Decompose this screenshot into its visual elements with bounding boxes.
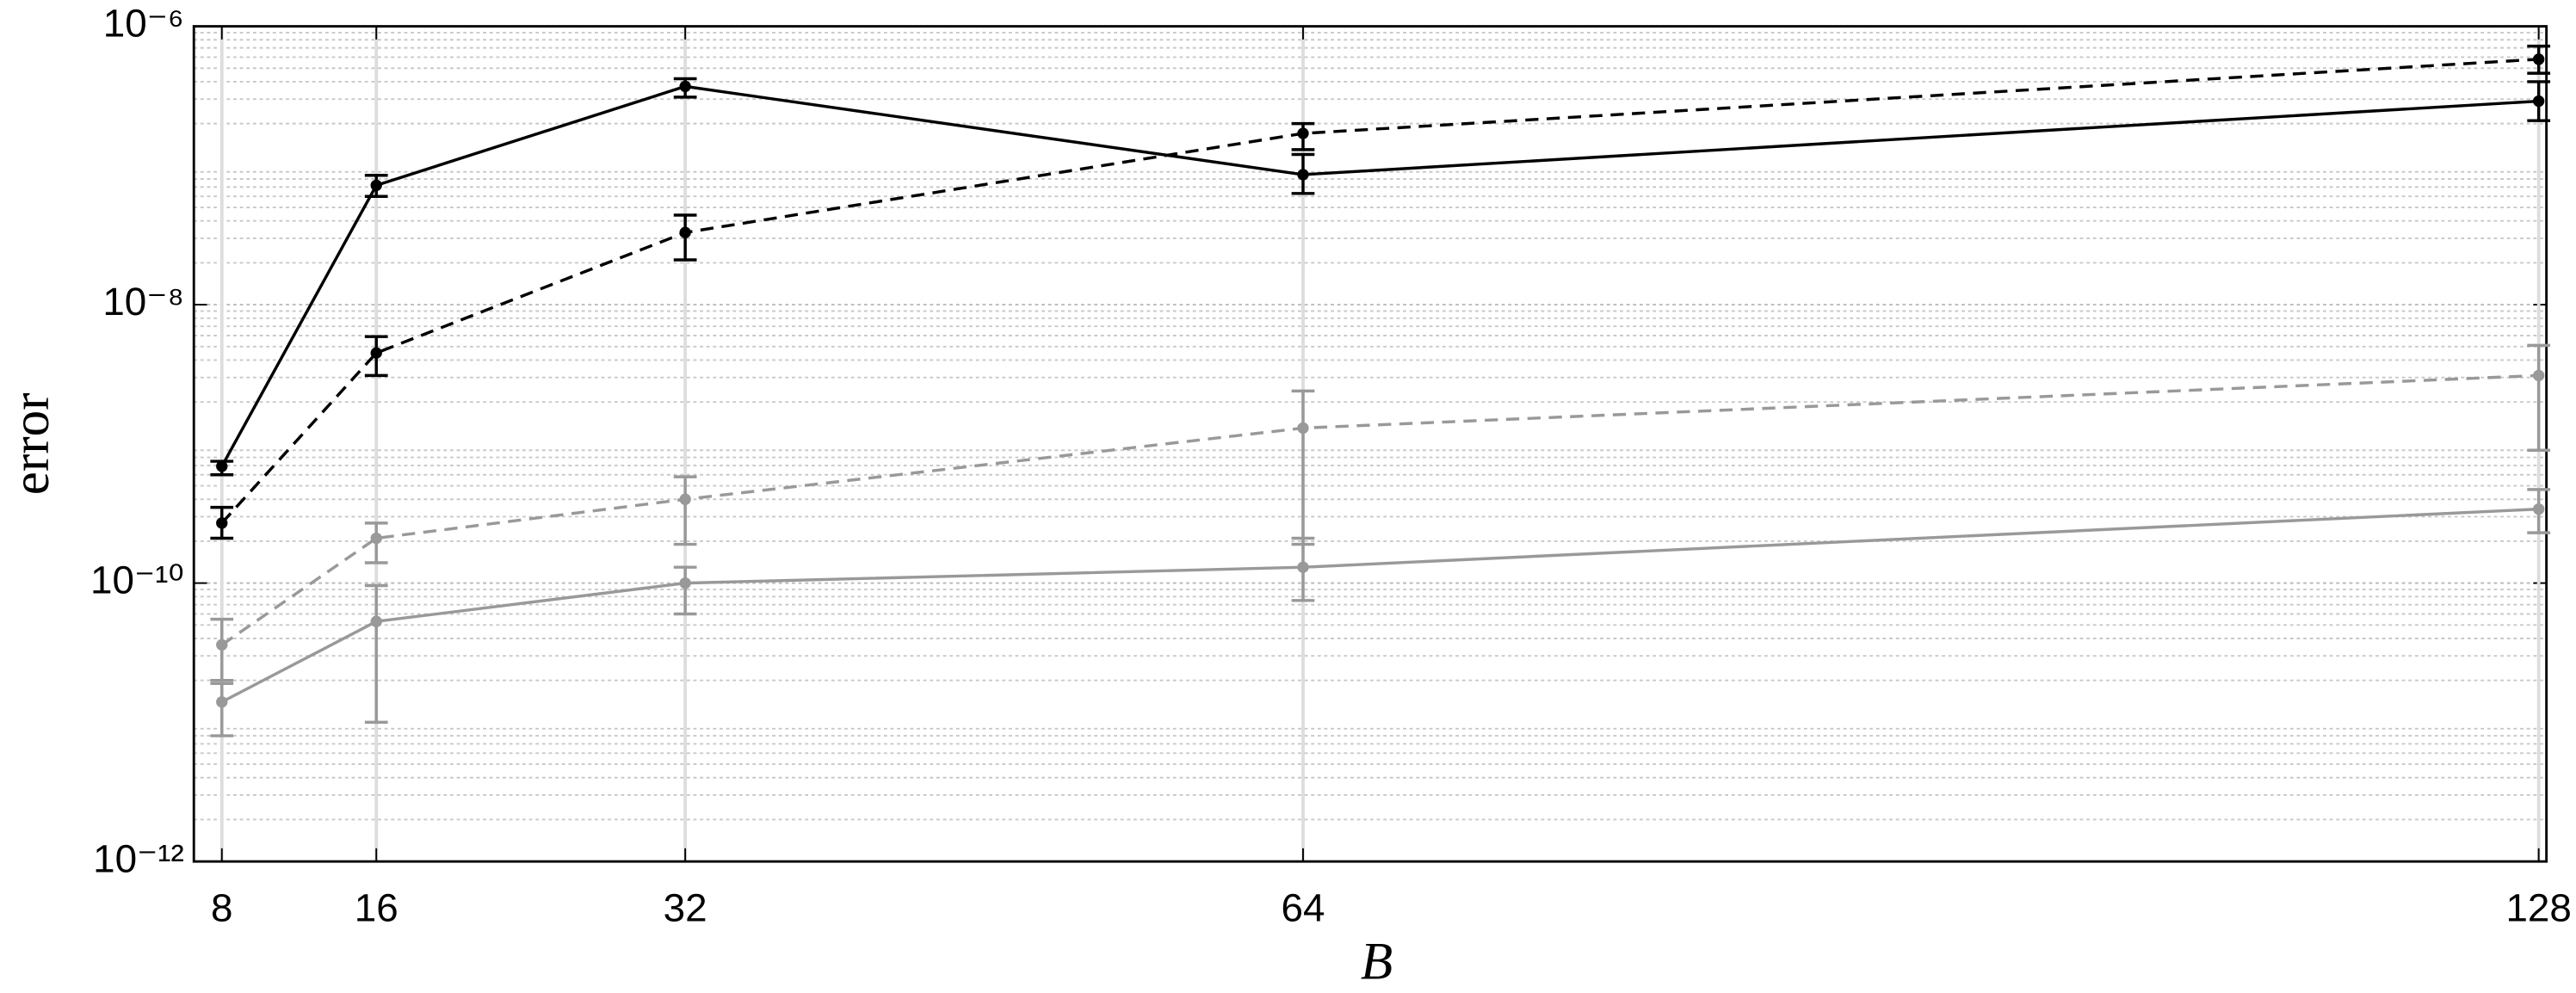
data-point — [679, 493, 691, 505]
data-point — [216, 517, 228, 529]
y-tick-label: 10⁻¹² — [93, 836, 184, 880]
error-bar — [2527, 343, 2551, 452]
data-point — [2532, 503, 2545, 515]
data-point — [216, 638, 228, 651]
data-point — [1297, 561, 1309, 573]
data-point — [2532, 53, 2545, 65]
error-bar — [210, 682, 234, 737]
data-point — [679, 577, 691, 589]
x-tick-label: 8 — [211, 886, 232, 930]
x-tick-label: 128 — [2505, 886, 2571, 930]
data-point — [370, 179, 382, 192]
series-line — [220, 58, 2539, 525]
data-point — [679, 226, 691, 238]
x-axis-label: B — [1361, 933, 1393, 990]
data-point — [2532, 95, 2545, 108]
y-tick-label: 10⁻⁸ — [102, 280, 183, 324]
data-point — [216, 460, 228, 472]
y-axis-label: error — [3, 392, 60, 495]
y-tick-label: 10⁻¹⁰ — [90, 558, 184, 602]
error-bar — [364, 583, 388, 725]
error-bar — [673, 565, 697, 616]
series-line — [220, 507, 2539, 704]
data-point — [1297, 169, 1309, 181]
plot-frame — [192, 25, 2548, 863]
data-point — [1297, 127, 1309, 139]
error-bar — [673, 475, 697, 546]
x-tick-label: 16 — [355, 886, 398, 930]
data-point — [370, 615, 382, 627]
data-point — [1297, 422, 1309, 435]
y-tick-label: 10⁻⁶ — [103, 2, 184, 46]
data-point — [679, 80, 691, 93]
data-point — [370, 347, 382, 359]
data-point — [2532, 369, 2545, 382]
error-bar — [1291, 389, 1315, 546]
x-tick-label: 32 — [664, 886, 707, 930]
data-point — [216, 696, 228, 708]
data-point — [370, 532, 382, 545]
x-tick-label: 64 — [1282, 886, 1325, 930]
